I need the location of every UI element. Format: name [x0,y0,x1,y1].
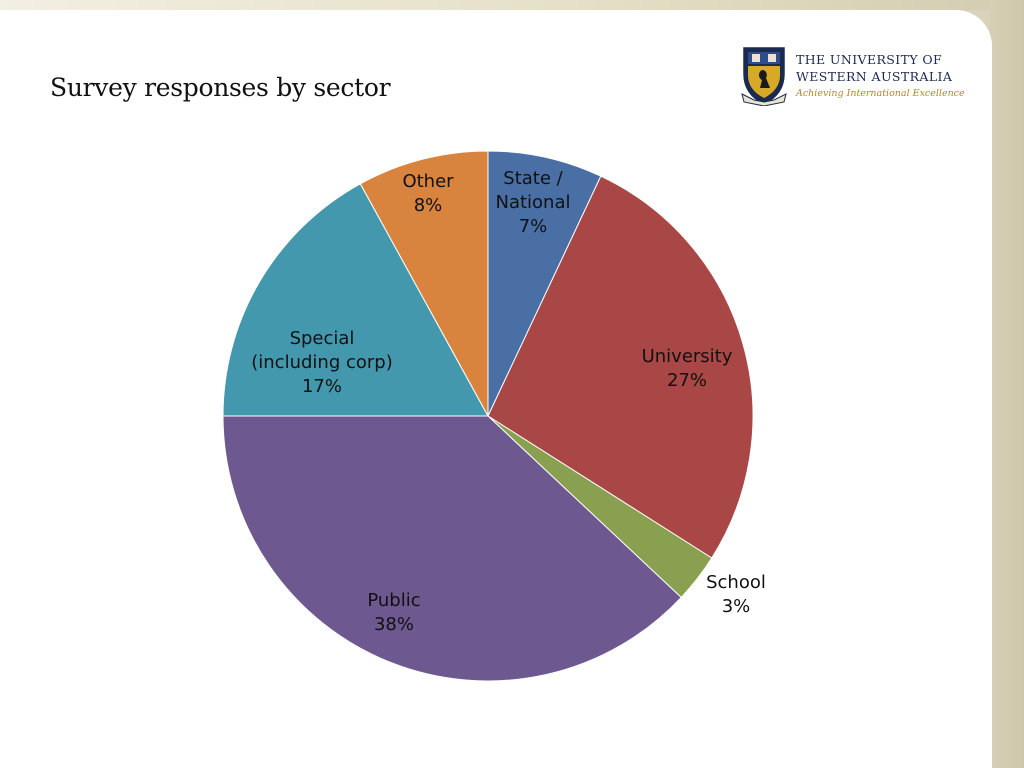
slice-label-2: University 27% [642,346,733,391]
slice-label-3: School 3% [706,572,766,617]
pie-slice-university [487,175,754,559]
pie-slice-state-national [487,150,602,417]
slice-label-1: State / National 7% [495,168,570,237]
pie-labels: State / National 7% University 27% School 3% Pu… [251,168,766,635]
top-decor-band [0,0,1024,10]
logo-line-2: WESTERN AUSTRALIA [796,69,953,84]
pie-slice-other [359,150,489,417]
pie-slice-special-including-corp [222,183,489,417]
university-crest-icon [741,47,787,107]
pie-slice-public [222,415,682,682]
slice-label-5: Special (including corp) 17% [251,328,392,397]
slice-label-4: Public 38% [367,590,420,635]
logo-tagline: Achieving International Excellence [796,88,965,99]
pie-slices [222,150,754,682]
slice-label-6: Other 8% [402,171,454,216]
logo-line-1: THE UNIVERSITY OF [796,52,943,67]
university-logo: THE UNIVERSITY OF WESTERN AUSTRALIA Achi… [740,44,965,108]
slide-title: Survey responses by sector [50,73,391,102]
right-decor-band [990,0,1024,768]
